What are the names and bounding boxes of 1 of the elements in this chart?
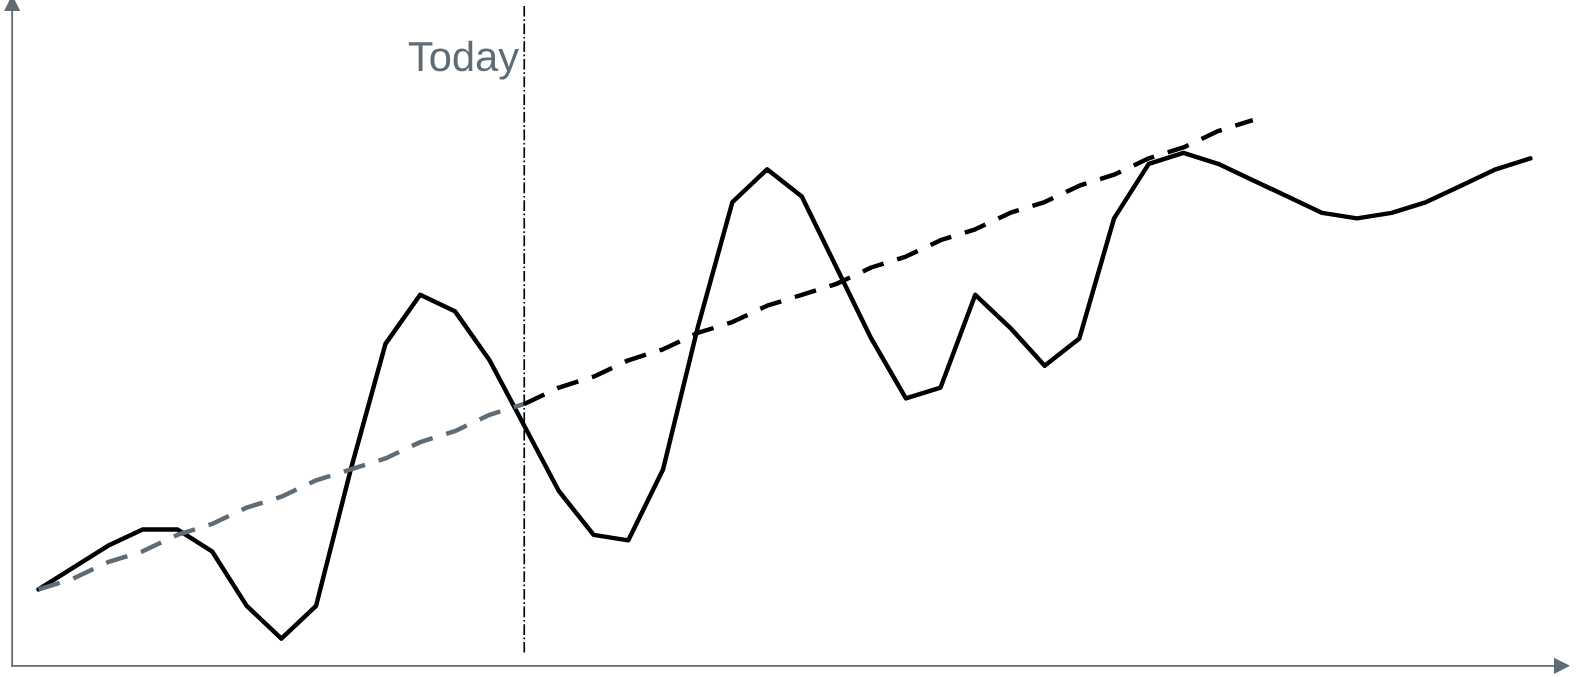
text: Today [408, 40, 519, 80]
